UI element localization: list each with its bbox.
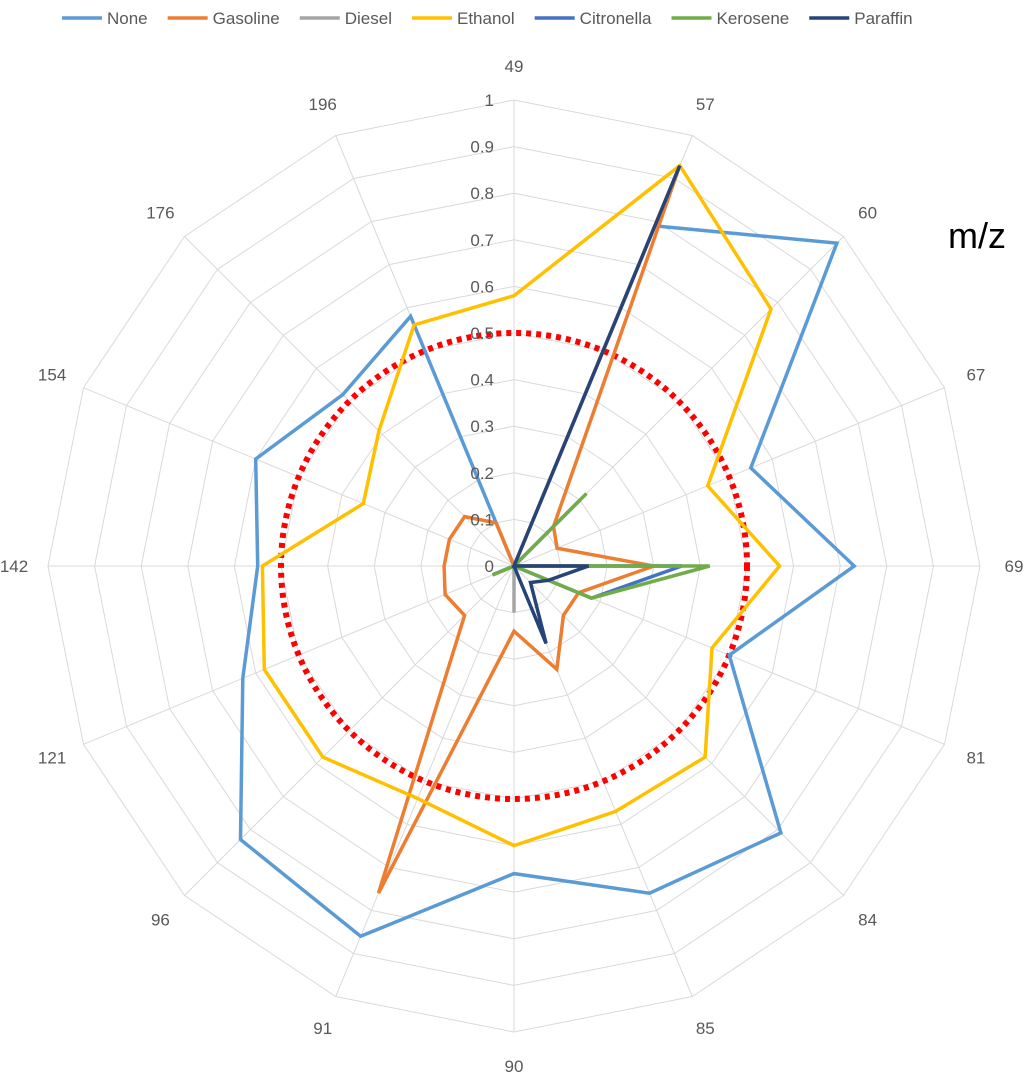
category-label: 60 bbox=[858, 203, 877, 222]
category-label: 57 bbox=[696, 95, 715, 114]
category-label: 81 bbox=[966, 748, 985, 767]
legend-label: Citronella bbox=[580, 9, 652, 28]
legend-item-diesel: Diesel bbox=[299, 9, 392, 28]
tick-label: 0.4 bbox=[470, 371, 494, 390]
tick-labels: 0 0.1 0.2 0.3 0.4 0.5 0.6 0.7 0.8 0.9 1 bbox=[470, 91, 494, 576]
category-label: 142 bbox=[0, 557, 28, 576]
category-label: 85 bbox=[696, 1019, 715, 1038]
tick-label: 0.8 bbox=[470, 184, 494, 203]
tick-label: 0.9 bbox=[470, 138, 494, 157]
legend-item-paraffin: Paraffin bbox=[809, 9, 913, 28]
axis-title: m/z bbox=[948, 215, 1006, 256]
threshold-circle bbox=[278, 330, 750, 802]
tick-label: 1 bbox=[485, 91, 494, 110]
category-label: 90 bbox=[505, 1057, 524, 1076]
category-label: 91 bbox=[313, 1019, 332, 1038]
category-label: 121 bbox=[38, 748, 66, 767]
tick-label: 0.2 bbox=[470, 464, 494, 483]
series-line-none bbox=[238, 224, 857, 939]
series-line-kerosene bbox=[491, 492, 711, 600]
legend: None Gasoline Diesel Ethanol Citronella Keros… bbox=[62, 9, 913, 28]
tick-label: 0.7 bbox=[470, 231, 494, 250]
legend-label: Ethanol bbox=[457, 9, 515, 28]
legend-label: Paraffin bbox=[854, 9, 912, 28]
series-layer bbox=[238, 163, 857, 939]
category-label: 96 bbox=[151, 911, 170, 930]
grid-spoke bbox=[335, 565, 515, 997]
tick-label: 0.1 bbox=[470, 510, 494, 529]
legend-item-citronella: Citronella bbox=[534, 9, 652, 28]
legend-item-ethanol: Ethanol bbox=[412, 9, 515, 28]
legend-item-kerosene: Kerosene bbox=[671, 9, 789, 28]
category-label: 154 bbox=[38, 366, 66, 385]
category-labels: 49 57 60 67 69 81 84 85 90 91 96 121 142 154 176 196 bbox=[0, 57, 1023, 1076]
legend-label: Gasoline bbox=[213, 9, 280, 28]
series-line-ethanol bbox=[260, 163, 782, 848]
series-line-gasoline bbox=[376, 164, 682, 895]
category-label: 69 bbox=[1005, 557, 1024, 576]
category-label: 67 bbox=[966, 366, 985, 385]
tick-label: 0.3 bbox=[470, 417, 494, 436]
category-label: 196 bbox=[309, 95, 337, 114]
tick-label: 0 bbox=[485, 557, 494, 576]
legend-item-gasoline: Gasoline bbox=[167, 9, 280, 28]
tick-label: 0.6 bbox=[470, 277, 494, 296]
legend-item-none: None bbox=[62, 9, 148, 28]
legend-label: None bbox=[107, 9, 148, 28]
legend-label: Diesel bbox=[345, 9, 392, 28]
category-label: 49 bbox=[505, 57, 524, 76]
category-label: 84 bbox=[858, 911, 877, 930]
legend-label: Kerosene bbox=[716, 9, 789, 28]
series-line-paraffin bbox=[511, 164, 682, 645]
threshold-layer bbox=[278, 330, 750, 802]
tick-label: 0.5 bbox=[470, 324, 494, 343]
category-label: 176 bbox=[146, 203, 174, 222]
